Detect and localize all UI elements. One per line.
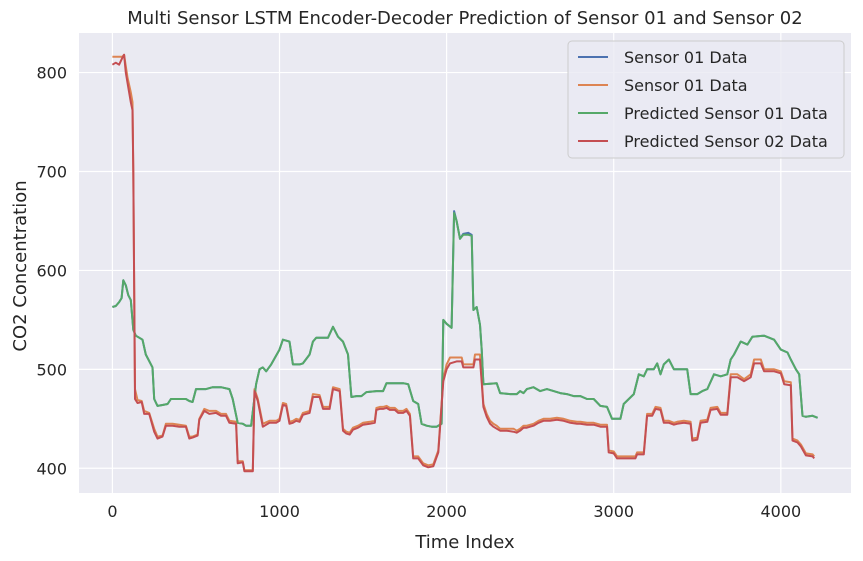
x-tick-label: 3000 bbox=[593, 502, 634, 521]
y-tick-label: 500 bbox=[36, 360, 67, 379]
x-axis-label: Time Index bbox=[414, 532, 515, 553]
y-axis-ticks: 400 500 600 700 800 bbox=[36, 64, 67, 479]
series-line-3 bbox=[112, 212, 818, 428]
chart-title: Multi Sensor LSTM Encoder-Decoder Predic… bbox=[127, 8, 802, 29]
series-line-4 bbox=[111, 53, 815, 473]
x-tick-label: 0 bbox=[107, 502, 117, 521]
y-axis-label: CO2 Concentration bbox=[10, 180, 31, 351]
y-tick-label: 600 bbox=[36, 261, 67, 280]
y-tick-label: 400 bbox=[36, 459, 67, 478]
legend-label-1: Sensor 01 Data bbox=[624, 48, 748, 67]
legend-label-4: Predicted Sensor 02 Data bbox=[624, 132, 828, 151]
y-tick-label: 800 bbox=[36, 64, 67, 83]
x-tick-label: 2000 bbox=[426, 502, 467, 521]
x-tick-label: 4000 bbox=[760, 502, 801, 521]
legend-label-2: Sensor 01 Data bbox=[624, 76, 748, 95]
legend-label-3: Predicted Sensor 01 Data bbox=[624, 104, 828, 123]
legend-box bbox=[567, 40, 845, 159]
series-layer bbox=[111, 53, 818, 473]
legend: Sensor 01 Data Sensor 01 Data Predicted Se… bbox=[567, 40, 845, 159]
x-tick-label: 1000 bbox=[259, 502, 300, 521]
y-tick-label: 700 bbox=[36, 162, 67, 181]
x-axis-ticks: 0 1000 2000 3000 4000 bbox=[107, 502, 801, 521]
